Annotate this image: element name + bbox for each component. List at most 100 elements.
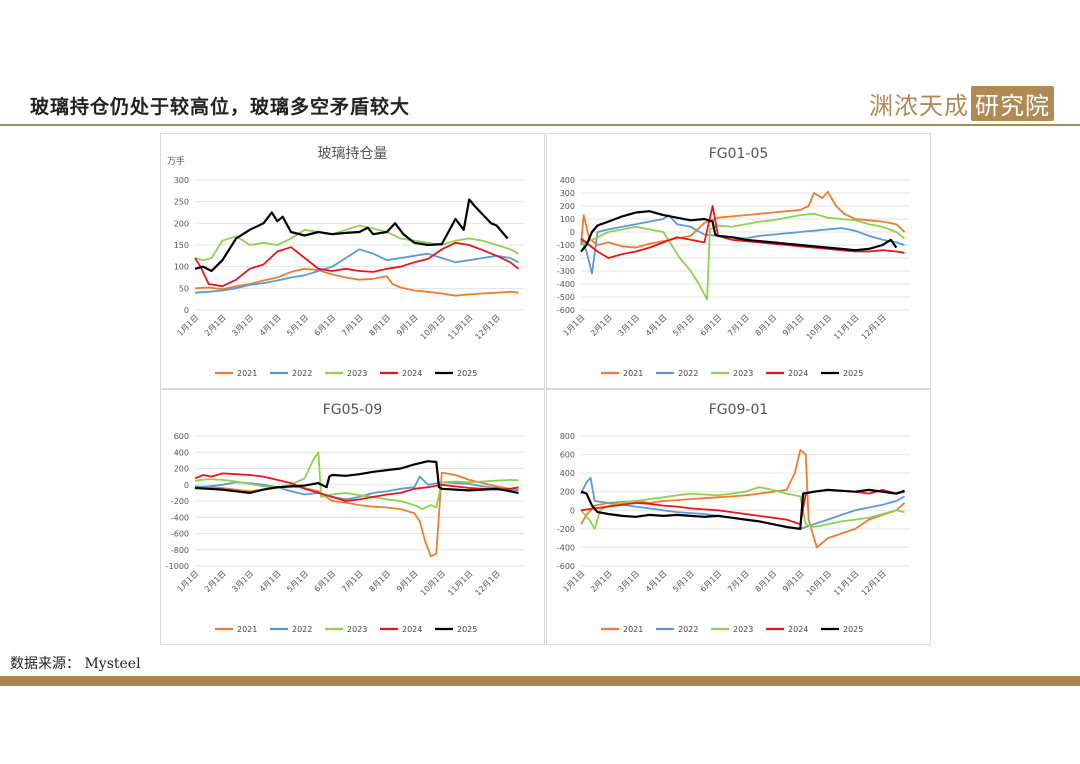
x-tick-label: 2月1日 xyxy=(203,313,228,338)
y-tick-label: 150 xyxy=(174,241,189,250)
header-divider xyxy=(0,124,1080,126)
y-unit-label: 万手 xyxy=(167,155,185,167)
chart-panel-holdings: 玻璃持仓量 万手 0 50 100 150 200 250 300 1月1日 2月1日 3月1日 4月1… xyxy=(160,133,545,389)
series-line-2024 xyxy=(194,241,520,288)
y-tick-label: -500 xyxy=(557,293,575,302)
y-tick-label: -600 xyxy=(171,530,189,539)
y-tick-label: -400 xyxy=(557,280,575,289)
y-tick-label: 50 xyxy=(179,284,189,293)
y-tick-label: 0 xyxy=(184,306,189,315)
series-line-2023 xyxy=(580,212,906,301)
x-tick-label: 12月1日 xyxy=(474,569,502,597)
x-tick-label: 4月1日 xyxy=(258,569,283,594)
series-line-2021 xyxy=(580,449,906,549)
series-line-2024 xyxy=(194,472,519,502)
x-tick-label: 7月1日 xyxy=(726,569,751,594)
x-tick-label: 11月1日 xyxy=(832,569,860,597)
y-tick-label: 800 xyxy=(560,432,575,441)
x-tick-label: 11月1日 xyxy=(832,313,860,341)
x-tick-label: 12月1日 xyxy=(860,569,888,597)
series-line-2023 xyxy=(580,486,905,530)
legend-label-2024: 2024 xyxy=(402,369,422,378)
y-tick-label: 400 xyxy=(560,469,575,478)
y-tick-label: -200 xyxy=(557,254,575,263)
series-line-2025 xyxy=(580,210,898,253)
y-tick-label: -200 xyxy=(171,497,189,506)
footer-bar xyxy=(0,676,1080,686)
y-tick-label: 600 xyxy=(174,432,189,441)
brand-box: 研究院 xyxy=(971,86,1054,121)
series-line-2025 xyxy=(194,198,509,273)
x-tick-label: 11月1日 xyxy=(446,313,474,341)
legend-label-2022: 2022 xyxy=(678,625,698,634)
chart-panel-fg05-09: FG05-09 -1000 -800 -600 -400 -200 0 200 400 600 1月… xyxy=(160,389,545,645)
y-tick-label: 0 xyxy=(184,481,189,490)
y-tick-label: 100 xyxy=(560,215,575,224)
series-line-2023 xyxy=(194,451,519,510)
x-tick-label: 4月1日 xyxy=(258,313,283,338)
x-tick-label: 3月1日 xyxy=(230,569,255,594)
series-line-2021 xyxy=(194,267,519,297)
chart-title: 玻璃持仓量 xyxy=(318,145,388,162)
legend-label-2023: 2023 xyxy=(733,625,753,634)
y-tick-label: 300 xyxy=(560,189,575,198)
x-tick-label: 4月1日 xyxy=(644,313,669,338)
y-tick-label: -600 xyxy=(557,562,575,571)
series-line-2022 xyxy=(194,248,519,294)
y-tick-label: 400 xyxy=(560,176,575,185)
x-tick-label: 12月1日 xyxy=(860,313,888,341)
y-tick-label: -400 xyxy=(171,513,189,522)
x-tick-label: 12月1日 xyxy=(474,313,502,341)
y-tick-label: 250 xyxy=(174,198,189,207)
legend-label-2021: 2021 xyxy=(623,369,643,378)
y-tick-label: -1000 xyxy=(166,562,189,571)
x-tick-label: 2月1日 xyxy=(589,313,614,338)
legend-label-2021: 2021 xyxy=(237,369,257,378)
y-tick-label: 100 xyxy=(174,263,189,272)
y-tick-label: 600 xyxy=(560,451,575,460)
x-tick-label: 6月1日 xyxy=(699,569,724,594)
legend-label-2023: 2023 xyxy=(347,369,367,378)
legend-label-2022: 2022 xyxy=(292,625,312,634)
y-tick-label: -100 xyxy=(557,241,575,250)
x-tick-label: 8月1日 xyxy=(367,313,392,338)
x-tick-label: 9月1日 xyxy=(781,313,806,338)
y-tick-label: -300 xyxy=(557,267,575,276)
brand-logo: 渊浓天成 研究院 xyxy=(869,86,1054,121)
chart-title: FG09-01 xyxy=(709,402,769,418)
chart-fg05-09: FG05-09 -1000 -800 -600 -400 -200 0 200 400 600 1月… xyxy=(166,402,524,634)
x-tick-label: 10月1日 xyxy=(805,569,833,597)
series-line-2021 xyxy=(580,190,906,249)
chart-panel-fg01-05: FG01-05 -600 -500 -400 -300 -200 -100 0 100 200 30… xyxy=(546,133,931,389)
legend-label-2024: 2024 xyxy=(788,625,808,634)
series-line-2024 xyxy=(580,205,905,259)
chart-fg09-01: FG09-01 -600 -400 -200 0 200 400 600 800 1月1日 2月1日… xyxy=(557,402,910,634)
x-tick-label: 1月1日 xyxy=(562,313,587,338)
x-tick-label: 2月1日 xyxy=(589,569,614,594)
legend-label-2025: 2025 xyxy=(843,625,863,634)
x-tick-label: 5月1日 xyxy=(285,569,310,594)
y-tick-label: -800 xyxy=(171,546,189,555)
x-tick-label: 8月1日 xyxy=(367,569,392,594)
y-tick-label: -600 xyxy=(557,306,575,315)
x-tick-label: 7月1日 xyxy=(340,313,365,338)
legend-label-2024: 2024 xyxy=(402,625,422,634)
x-tick-label: 6月1日 xyxy=(313,313,338,338)
y-tick-label: 0 xyxy=(570,228,575,237)
x-tick-label: 3月1日 xyxy=(616,313,641,338)
legend-label-2022: 2022 xyxy=(678,369,698,378)
x-tick-label: 7月1日 xyxy=(340,569,365,594)
legend-label-2025: 2025 xyxy=(843,369,863,378)
x-tick-label: 1月1日 xyxy=(176,569,201,594)
legend-label-2023: 2023 xyxy=(347,625,367,634)
x-tick-label: 7月1日 xyxy=(726,313,751,338)
legend-label-2023: 2023 xyxy=(733,369,753,378)
y-tick-label: -200 xyxy=(557,525,575,534)
x-tick-label: 6月1日 xyxy=(699,313,724,338)
x-tick-label: 4月1日 xyxy=(644,569,669,594)
y-tick-label: 200 xyxy=(560,202,575,211)
series-line-2022 xyxy=(194,475,519,501)
chart-title: FG01-05 xyxy=(709,146,769,162)
x-tick-label: 2月1日 xyxy=(203,569,228,594)
